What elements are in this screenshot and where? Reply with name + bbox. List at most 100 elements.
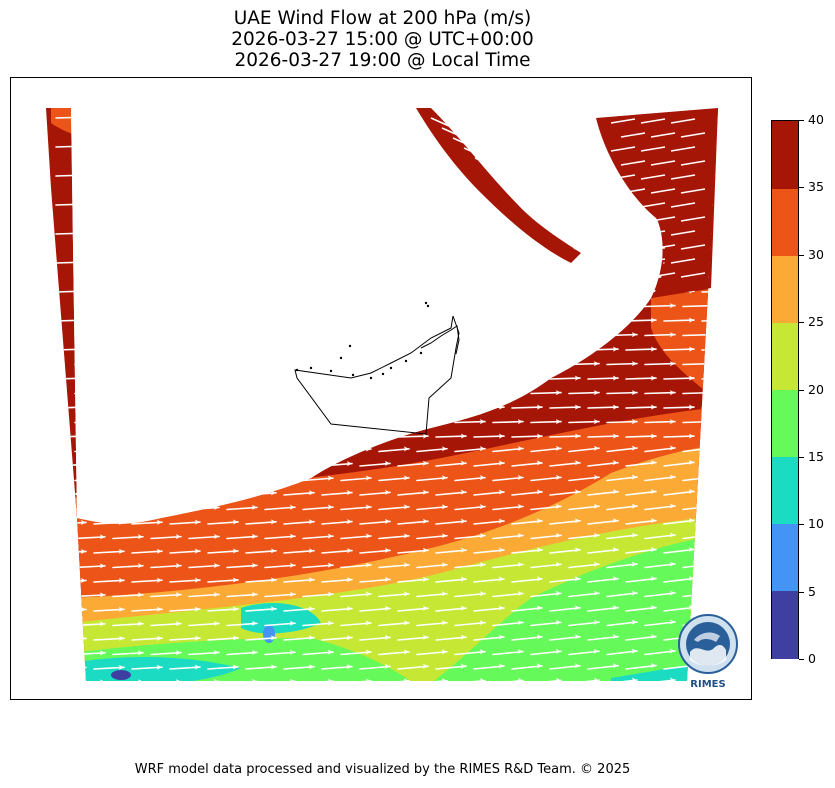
wind-arrow: [587, 548, 619, 554]
wind-arrowhead: [442, 446, 447, 452]
wind-arrowhead: [746, 158, 751, 163]
wind-arrowhead: [613, 634, 618, 640]
wind-arrow: [397, 636, 429, 641]
wind-arrowhead: [138, 592, 143, 598]
wind-arrowhead: [461, 433, 466, 439]
wind-arrowhead: [100, 650, 105, 656]
wind-arrow: [93, 637, 125, 641]
wind-arrowhead: [366, 475, 371, 481]
wind-arrowhead: [670, 419, 675, 425]
wind-arrow: [435, 549, 467, 554]
wind-arrow: [721, 535, 751, 539]
wind-arrowhead: [233, 664, 238, 670]
wind-arrowhead: [518, 474, 523, 480]
wind-arrowhead: [746, 274, 751, 279]
wind-arrow: [492, 447, 524, 453]
wind-arrowhead: [271, 635, 276, 641]
wind-arrowhead: [708, 445, 713, 451]
wind-arrow: [397, 462, 429, 467]
wind-arrow: [680, 132, 706, 138]
wind-arrowhead: [404, 649, 409, 655]
wind-arrowhead: [594, 590, 599, 596]
wind-arrow: [473, 491, 505, 496]
wind-arrow: [721, 190, 751, 191]
wind-arrow: [568, 391, 600, 395]
wind-arrow: [473, 462, 505, 467]
wind-arrowhead: [518, 419, 523, 425]
wind-arrow: [530, 420, 562, 424]
wind-arrowhead: [575, 605, 580, 611]
wind-arrowhead: [480, 533, 485, 539]
wind-arrowhead: [119, 664, 124, 670]
wind-arrow: [441, 127, 461, 137]
wind-arrowhead: [556, 561, 561, 567]
wind-arrowhead: [404, 446, 409, 452]
wind-arrow: [302, 477, 334, 482]
colorbar-tick: [799, 524, 804, 526]
wind-arrow: [492, 679, 524, 681]
wind-arrowhead: [594, 619, 599, 625]
island: [389, 366, 393, 370]
wind-arrowhead: [594, 445, 599, 451]
wind-arrowhead: [632, 648, 637, 654]
wind-arrow: [644, 650, 676, 656]
island: [295, 368, 299, 372]
wind-arrow: [701, 548, 718, 554]
wind-arrow: [568, 650, 600, 656]
wind-arrow: [518, 197, 538, 207]
wind-arrow: [663, 348, 695, 351]
wind-arrowhead: [176, 534, 181, 540]
wind-arrow: [485, 167, 505, 177]
island: [426, 304, 430, 308]
wind-arrowhead: [100, 592, 105, 598]
wind-arrow: [435, 607, 467, 612]
wind-arrow: [150, 593, 182, 598]
wind-arrowhead: [727, 260, 732, 265]
wind-arrow: [473, 520, 505, 525]
wind-arrowhead: [157, 635, 162, 641]
wind-arrow: [397, 435, 429, 438]
wind-arrowhead: [138, 563, 143, 569]
wind-arrow: [416, 592, 448, 598]
wind-arrow: [454, 534, 486, 540]
wind-arrow: [378, 680, 410, 681]
wind-arrowhead: [556, 390, 561, 396]
wind-arrow: [188, 680, 220, 681]
wind-arrow: [435, 578, 467, 583]
colorbar-tick-label: 20: [808, 381, 824, 397]
wind-arrow: [573, 247, 593, 257]
wind-arrow: [435, 462, 467, 467]
wind-arrow: [340, 564, 372, 569]
wind-arrowhead: [347, 519, 352, 525]
wind-arrow: [606, 679, 638, 681]
wind-arrowhead: [309, 635, 314, 641]
wind-arrow: [670, 118, 696, 124]
wind-arrowhead: [195, 635, 200, 641]
wind-arrow: [454, 592, 486, 598]
wind-arrowhead: [708, 503, 713, 509]
wind-arrow: [131, 521, 163, 525]
wind-arrow: [610, 258, 636, 264]
wind-arrowhead: [347, 664, 352, 670]
wind-arrow: [530, 679, 562, 681]
wind-arrowhead: [214, 534, 219, 540]
wind-arrowhead: [632, 677, 637, 681]
wind-arrowhead: [689, 375, 694, 381]
wind-arrow: [207, 550, 239, 554]
wind-arrow: [492, 563, 524, 569]
wind-arrowhead: [423, 489, 428, 495]
contour-20-25: [433, 581, 469, 605]
wind-arrowhead: [727, 547, 732, 552]
colorbar-tick-label: 0: [808, 651, 816, 666]
colorbar-segment: [772, 389, 798, 458]
wind-arrow: [721, 422, 751, 423]
wind-arrow: [606, 505, 638, 511]
wind-arrowhead: [328, 591, 333, 597]
wind-arrowhead: [328, 504, 333, 510]
wind-arrowhead: [176, 563, 181, 569]
wind-arrow: [568, 534, 600, 540]
wind-arrowhead: [423, 634, 428, 640]
wind-arrow: [721, 477, 751, 481]
wind-arrow: [701, 606, 718, 612]
wind-arrowhead: [176, 650, 181, 656]
